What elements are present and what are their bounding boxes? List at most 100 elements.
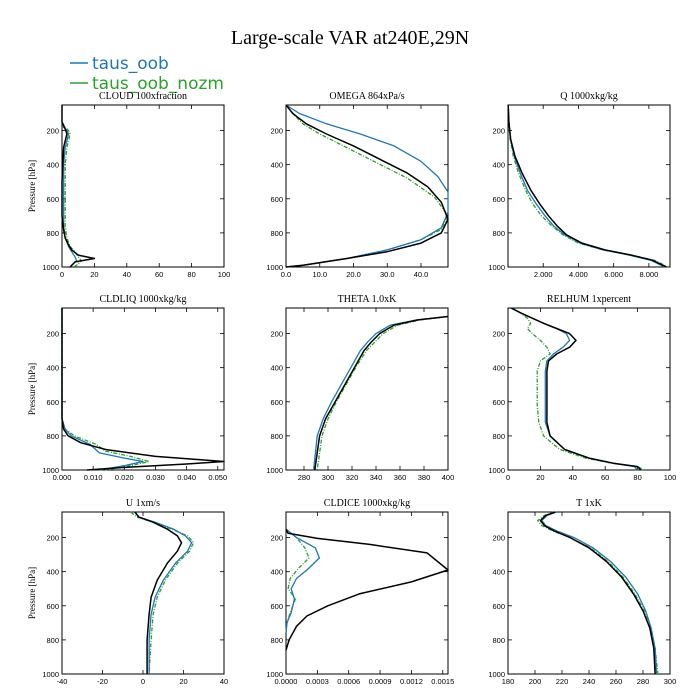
x-tick-label: 240 [583, 677, 596, 686]
panel-1: CLOUD 100xfraction 0 20 40 60 80 100 200 400 600 8… [27, 91, 230, 279]
y-tick-label: 200 [492, 534, 505, 543]
x-tick-label: 6.000 [604, 270, 623, 279]
series-line-taus-oob [285, 528, 321, 634]
y-tick-label: 600 [492, 398, 505, 407]
x-tick-label: 0.040 [177, 473, 196, 482]
x-tick-label: 220 [556, 677, 569, 686]
y-tick-label: 600 [270, 195, 283, 204]
y-tick-label: 400 [270, 364, 283, 373]
x-tick-label: 20 [536, 473, 544, 482]
panel-7: U 1xm/s -40 -20 0 20 40 200 400 600 800 1000 Pressu… [27, 498, 228, 686]
x-tick-label: 0.0 [281, 270, 291, 279]
panel-4: CLDLIQ 1000xkg/kg 0.000 0.010 0.020 0.030 0.0… [27, 294, 227, 482]
y-tick-label: 1000 [42, 263, 59, 272]
x-tick-label: 180 [502, 677, 515, 686]
legend-label-taus-oob-nozm: taus_oob_nozm [92, 74, 224, 94]
x-tick-label: 8.000 [639, 270, 658, 279]
panel-title: OMEGA 864xPa/s [329, 91, 404, 102]
series-line-taus-oob [285, 104, 449, 268]
y-tick-label: 400 [46, 568, 59, 577]
y-tick-label: 1000 [488, 670, 505, 679]
x-tick-label: 0 [60, 270, 64, 279]
y-axis-label: Pressure [hPa] [27, 567, 37, 619]
panel-3: Q 1000xkg/kg 2.000 4.000 6.000 8.000 200 400 60… [488, 91, 671, 279]
x-tick-label: 80 [187, 270, 195, 279]
y-tick-label: 1000 [488, 466, 505, 475]
x-tick-label: 260 [610, 677, 623, 686]
series-line-taus-oob-nozm [285, 104, 449, 268]
x-tick-label: 0 [506, 473, 510, 482]
plot-frame [285, 511, 449, 675]
series-line-black [510, 307, 642, 471]
x-tick-label: 0.0012 [400, 677, 423, 686]
y-tick-label: 400 [270, 568, 283, 577]
series-line-black [314, 315, 449, 471]
series-line-taus-oob-nozm [130, 511, 195, 675]
y-tick-label: 600 [270, 602, 283, 611]
panel-title: CLDICE 1000xkg/kg [324, 498, 410, 509]
y-axis-label: Pressure [hPa] [27, 160, 37, 212]
y-tick-label: 200 [46, 330, 59, 339]
plot-frame [507, 104, 671, 268]
x-tick-label: 380 [418, 473, 431, 482]
plot-frame [61, 511, 225, 675]
y-tick-label: 800 [270, 432, 283, 441]
series-line-black [285, 528, 449, 651]
y-tick-label: 800 [46, 432, 59, 441]
series-line-taus-oob-nozm [507, 104, 669, 268]
x-tick-label: -20 [97, 677, 108, 686]
series-line-taus-oob [507, 104, 665, 268]
x-tick-label: 40 [220, 677, 228, 686]
y-tick-label: 200 [492, 330, 505, 339]
y-tick-label: 800 [270, 636, 283, 645]
x-tick-label: 0.000 [53, 473, 72, 482]
x-tick-label: 300 [322, 473, 335, 482]
x-tick-label: 0.0015 [431, 677, 454, 686]
x-tick-label: 20 [179, 677, 187, 686]
x-tick-label: 4.000 [569, 270, 588, 279]
y-tick-label: 400 [492, 364, 505, 373]
x-tick-label: 60 [155, 270, 163, 279]
series-line-taus-oob [541, 511, 658, 675]
y-tick-label: 200 [270, 127, 283, 136]
panel-5: THETA 1.0xK 280 300 320 340 360 380 400 200 400 60… [266, 294, 454, 482]
y-tick-label: 1000 [42, 670, 59, 679]
x-tick-label: 30.0 [380, 270, 395, 279]
x-tick-label: 20.0 [346, 270, 361, 279]
plot-frame [285, 104, 449, 268]
y-tick-label: 400 [270, 161, 283, 170]
y-tick-label: 800 [492, 432, 505, 441]
y-tick-label: 600 [270, 398, 283, 407]
x-tick-label: 60 [601, 473, 609, 482]
panel-8: CLDICE 1000xkg/kg 0.0000 0.0003 0.0006 0.000… [266, 498, 454, 686]
series-line-taus-oob-nozm [61, 308, 150, 471]
y-tick-label: 200 [492, 127, 505, 136]
plot-frame [61, 307, 225, 471]
series-line-taus-oob-nozm [316, 315, 449, 471]
panel-2: OMEGA 864xPa/s 0.0 10.0 20.0 30.0 40.0 200 400 6… [266, 91, 449, 279]
x-tick-label: 0.030 [146, 473, 165, 482]
y-tick-label: 400 [492, 568, 505, 577]
series-line-taus-oob [510, 307, 639, 471]
series-line-taus-oob [312, 315, 449, 471]
y-tick-label: 600 [46, 195, 59, 204]
x-tick-label: 20 [90, 270, 98, 279]
x-tick-label: 0 [141, 677, 145, 686]
series-line-black [285, 104, 449, 268]
x-tick-label: 0.0000 [275, 677, 298, 686]
plot-frame [507, 307, 671, 471]
y-tick-label: 600 [492, 195, 505, 204]
y-tick-label: 1000 [266, 263, 283, 272]
y-axis-label: Pressure [hPa] [27, 363, 37, 415]
y-tick-label: 200 [270, 534, 283, 543]
x-tick-label: 40 [123, 270, 131, 279]
y-tick-label: 400 [492, 161, 505, 170]
series-line-taus-oob [61, 308, 144, 471]
x-tick-label: 400 [442, 473, 455, 482]
y-tick-label: 400 [46, 161, 59, 170]
x-tick-label: 40.0 [414, 270, 429, 279]
y-tick-label: 1000 [42, 466, 59, 475]
figure-title: Large-scale VAR at240E,29N [231, 27, 469, 49]
